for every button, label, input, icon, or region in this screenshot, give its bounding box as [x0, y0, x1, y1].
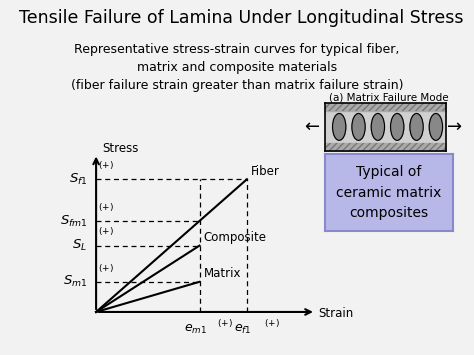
Text: →: → [447, 118, 462, 136]
Text: (a) Matrix Failure Mode: (a) Matrix Failure Mode [329, 92, 449, 102]
Ellipse shape [352, 114, 365, 140]
Text: $(+)$: $(+)$ [98, 262, 114, 273]
Text: Composite: Composite [204, 231, 267, 244]
Text: Matrix: Matrix [204, 267, 241, 280]
Text: $(+)$: $(+)$ [264, 317, 280, 329]
Text: Strain: Strain [318, 307, 353, 320]
Text: Typical of
ceramic matrix
composites: Typical of ceramic matrix composites [336, 165, 441, 220]
Ellipse shape [410, 114, 423, 140]
Text: Representative stress-strain curves for typical fiber,
matrix and composite mate: Representative stress-strain curves for … [71, 43, 403, 92]
Text: $S_{f1}$: $S_{f1}$ [69, 172, 88, 187]
Text: $S_{L}$: $S_{L}$ [73, 238, 88, 253]
Text: ←: ← [304, 118, 319, 136]
Ellipse shape [391, 114, 404, 140]
Text: $e_{f1}$: $e_{f1}$ [234, 322, 251, 335]
Ellipse shape [429, 114, 443, 140]
Text: $S_{fm1}$: $S_{fm1}$ [60, 213, 88, 229]
Text: Tensile Failure of Lamina Under Longitudinal Stress: Tensile Failure of Lamina Under Longitud… [19, 9, 464, 27]
Text: $(+)$: $(+)$ [98, 225, 114, 237]
Bar [325, 103, 446, 111]
Text: $(+)$: $(+)$ [98, 159, 114, 171]
Text: $(+)$: $(+)$ [217, 317, 233, 329]
Ellipse shape [333, 114, 346, 140]
Text: $(+)$: $(+)$ [98, 201, 114, 213]
Text: $S_{m1}$: $S_{m1}$ [63, 274, 88, 289]
Text: Stress: Stress [102, 142, 139, 155]
Text: $e_{m1}$: $e_{m1}$ [184, 322, 207, 335]
Bar [325, 143, 446, 151]
Text: Fiber: Fiber [251, 165, 280, 178]
Ellipse shape [371, 114, 384, 140]
